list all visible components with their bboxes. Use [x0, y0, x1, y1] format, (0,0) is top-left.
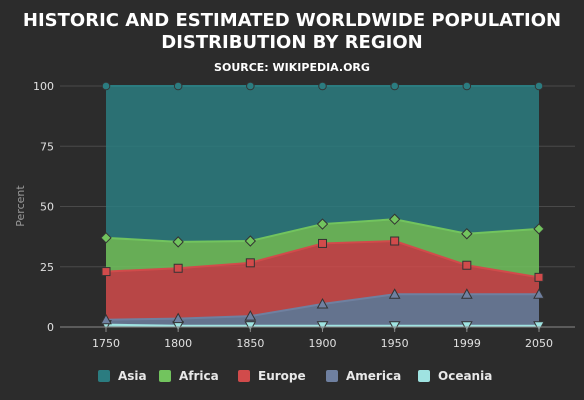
x-tick-label-1750: 1750 — [92, 337, 120, 350]
legend-label-oceania: Oceania — [438, 369, 492, 383]
x-tick-label-1999: 1999 — [453, 337, 481, 350]
chart-title-line-1: HISTORIC AND ESTIMATED WORLDWIDE POPULAT… — [23, 10, 561, 31]
legend-item-europe[interactable]: Europe — [238, 369, 306, 383]
legend-item-asia[interactable]: Asia — [98, 369, 147, 383]
point-africa-1900[interactable] — [316, 218, 329, 230]
point-oceania-2050[interactable] — [533, 321, 545, 332]
legend-item-america[interactable]: America — [326, 369, 401, 383]
point-america-1850[interactable] — [244, 310, 257, 321]
point-asia-1900[interactable] — [318, 81, 327, 91]
area-europe — [106, 241, 539, 320]
legend-item-oceania[interactable]: Oceania — [418, 369, 492, 383]
legend-swatch-asia — [98, 370, 110, 382]
y-tick-label-25: 25 — [40, 261, 54, 274]
point-africa-1950[interactable] — [388, 213, 401, 225]
area-africa — [106, 219, 539, 278]
point-america-1750[interactable] — [100, 313, 112, 325]
point-africa-1750[interactable] — [100, 232, 112, 244]
point-asia-1999[interactable] — [462, 81, 472, 91]
legend-swatch-america — [326, 370, 338, 382]
y-tick-label-100: 100 — [33, 80, 54, 93]
y-tick-label-0: 0 — [47, 321, 54, 334]
legend-label-asia: Asia — [118, 369, 147, 383]
y-tick-label-50: 50 — [40, 201, 54, 214]
point-africa-1999[interactable] — [461, 228, 473, 240]
chart-title-line-2: DISTRIBUTION BY REGION — [161, 32, 422, 53]
point-oceania-1850[interactable] — [244, 321, 257, 332]
point-europe-2050[interactable] — [534, 272, 544, 282]
point-america-1950[interactable] — [388, 288, 401, 299]
point-america-1999[interactable] — [460, 288, 473, 299]
point-america-1800[interactable] — [172, 312, 185, 324]
point-africa-2050[interactable] — [533, 223, 545, 235]
legend: Asia Africa Europe America Oceania — [98, 369, 492, 383]
x-tick-label-1800: 1800 — [164, 337, 192, 350]
axis-layer: 0 25 50 75 100 1750 1800 1850 1900 1950 1999 2050 — [33, 80, 575, 350]
point-asia-2050[interactable] — [534, 81, 544, 91]
point-europe-1950[interactable] — [390, 236, 400, 246]
legend-swatch-oceania — [418, 370, 430, 382]
point-europe-1999[interactable] — [462, 260, 472, 270]
area-layer — [105, 85, 540, 327]
point-america-2050[interactable] — [533, 288, 545, 299]
area-asia — [106, 86, 539, 242]
point-oceania-1999[interactable] — [460, 321, 473, 332]
point-oceania-1900[interactable] — [316, 321, 329, 332]
point-asia-1850[interactable] — [246, 81, 255, 91]
legend-swatch-europe — [238, 370, 250, 382]
chart-subtitle: SOURCE: WIKIPEDIA.ORG — [214, 61, 370, 74]
point-oceania-1950[interactable] — [388, 321, 401, 332]
legend-label-europe: Europe — [258, 369, 306, 383]
x-tick-label-2050: 2050 — [525, 337, 553, 350]
point-europe-1900[interactable] — [318, 238, 327, 248]
point-africa-1850[interactable] — [244, 235, 257, 247]
x-tick-label-1900: 1900 — [309, 337, 337, 350]
point-asia-1750[interactable] — [101, 81, 111, 91]
point-america-1900[interactable] — [316, 297, 329, 309]
point-asia-1950[interactable] — [390, 81, 399, 91]
legend-swatch-africa — [159, 370, 171, 382]
x-tick-label-1850: 1850 — [236, 337, 264, 350]
point-africa-1800[interactable] — [172, 236, 184, 248]
y-axis-label: Percent — [14, 185, 27, 227]
point-europe-1750[interactable] — [101, 267, 111, 277]
point-europe-1850[interactable] — [245, 258, 255, 268]
legend-item-africa[interactable]: Africa — [159, 369, 219, 383]
point-asia-1800[interactable] — [173, 81, 183, 91]
marker-layer — [100, 81, 545, 332]
y-tick-label-75: 75 — [40, 140, 54, 153]
point-europe-1800[interactable] — [173, 263, 183, 273]
x-tick-label-1950: 1950 — [381, 337, 409, 350]
legend-label-africa: Africa — [179, 369, 219, 383]
legend-label-america: America — [346, 369, 401, 383]
